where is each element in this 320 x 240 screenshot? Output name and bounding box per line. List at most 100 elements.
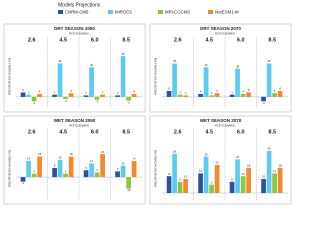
bar [246, 92, 251, 97]
value-label: 45 [59, 59, 62, 63]
x-axis-title: RCP SCENARIO [69, 124, 89, 128]
bar [229, 94, 235, 97]
value-label: 2 [85, 91, 87, 95]
bar [166, 176, 172, 193]
category-label: 8.5 [268, 129, 276, 135]
value-label: 8 [168, 87, 170, 91]
bar [272, 93, 277, 97]
bar [246, 167, 251, 193]
value-label: 8 [231, 177, 233, 181]
legend-label: MIROC5 [115, 9, 132, 14]
category-label: 6.0 [91, 37, 99, 43]
bar [203, 67, 209, 97]
value-label: 10 [184, 175, 187, 179]
bar [100, 94, 105, 97]
value-label: 12 [242, 172, 245, 176]
bar [89, 163, 94, 178]
legend-swatch [108, 10, 113, 14]
bar [277, 167, 283, 193]
bar [229, 181, 235, 193]
value-label: 26 [205, 152, 208, 156]
value-label: 45 [173, 59, 176, 63]
category-label: 6.0 [237, 37, 245, 43]
panel-title: DRY SEASON 2050 [54, 26, 95, 31]
value-label: -5 [127, 100, 130, 104]
bar [120, 56, 126, 97]
value-label: 18 [279, 163, 282, 167]
bar [183, 95, 188, 97]
bar [172, 63, 177, 97]
bar [272, 173, 277, 193]
value-label: -4 [96, 100, 99, 104]
category-label: 6.0 [237, 129, 245, 135]
category-label: 4.5 [205, 129, 213, 135]
value-label: 6 [248, 88, 250, 92]
bar [20, 92, 26, 97]
value-label: 3 [33, 169, 35, 173]
category-label: 2.6 [28, 129, 36, 135]
value-label: 14 [199, 169, 202, 173]
value-label: 5 [274, 89, 276, 93]
value-label: 5 [216, 89, 218, 93]
value-label: 5 [117, 167, 119, 171]
bar [94, 96, 100, 100]
value-label: 15 [59, 156, 62, 160]
legend-label: MRI-CGCM3 [165, 9, 190, 14]
value-label: -3 [64, 99, 67, 103]
value-label: 40 [205, 63, 208, 67]
value-label: 14 [133, 157, 136, 161]
category-label: 4.5 [59, 37, 67, 43]
value-label: 8 [54, 164, 56, 168]
value-label: 20 [216, 161, 219, 165]
bar [31, 96, 37, 102]
bar [203, 156, 209, 193]
value-label: -4 [22, 181, 25, 185]
panel-title: WET SEASON 2050 [54, 118, 96, 123]
panel-frame [3, 23, 146, 113]
y-axis-title: PRECIPITATION ANOMALY (%) [154, 58, 158, 95]
bar [172, 153, 177, 193]
category-label: 2.6 [174, 37, 182, 43]
value-label: 4 [133, 90, 135, 94]
value-label: 18 [38, 152, 41, 156]
value-label: 40 [90, 63, 93, 67]
bar [89, 67, 94, 97]
category-label: 8.5 [268, 37, 276, 43]
value-label: 6 [211, 180, 213, 184]
bar [37, 156, 42, 178]
bar [115, 171, 120, 178]
value-label: 38 [236, 64, 239, 68]
value-label: 20 [101, 150, 104, 154]
bar [240, 93, 246, 97]
value-label: 18 [247, 163, 250, 167]
bar [20, 177, 26, 182]
bar [235, 159, 240, 193]
bar [31, 173, 37, 178]
bar [26, 161, 31, 178]
bar [26, 94, 31, 97]
bar [126, 96, 131, 101]
bar [183, 179, 188, 193]
bar [115, 95, 120, 97]
value-label: 2 [185, 91, 187, 95]
category-label: 8.5 [122, 37, 130, 43]
value-label: 28 [173, 149, 176, 153]
value-label: 4 [96, 168, 98, 172]
bar [131, 161, 137, 178]
bar [235, 68, 240, 97]
value-label: 3 [231, 90, 233, 94]
bar [63, 173, 68, 178]
legend-swatch [208, 10, 213, 14]
x-axis-title: RCP SCENARIO [69, 32, 89, 36]
bar [68, 93, 74, 97]
bar [63, 96, 68, 100]
value-label: 18 [70, 152, 73, 156]
bar [261, 179, 266, 193]
value-label: 12 [90, 159, 93, 163]
panel-frame [3, 115, 146, 205]
value-label: 4 [200, 90, 202, 94]
bar [37, 93, 42, 97]
category-label: 8.5 [122, 129, 130, 135]
bar [198, 93, 203, 97]
value-label: 24 [236, 155, 239, 159]
